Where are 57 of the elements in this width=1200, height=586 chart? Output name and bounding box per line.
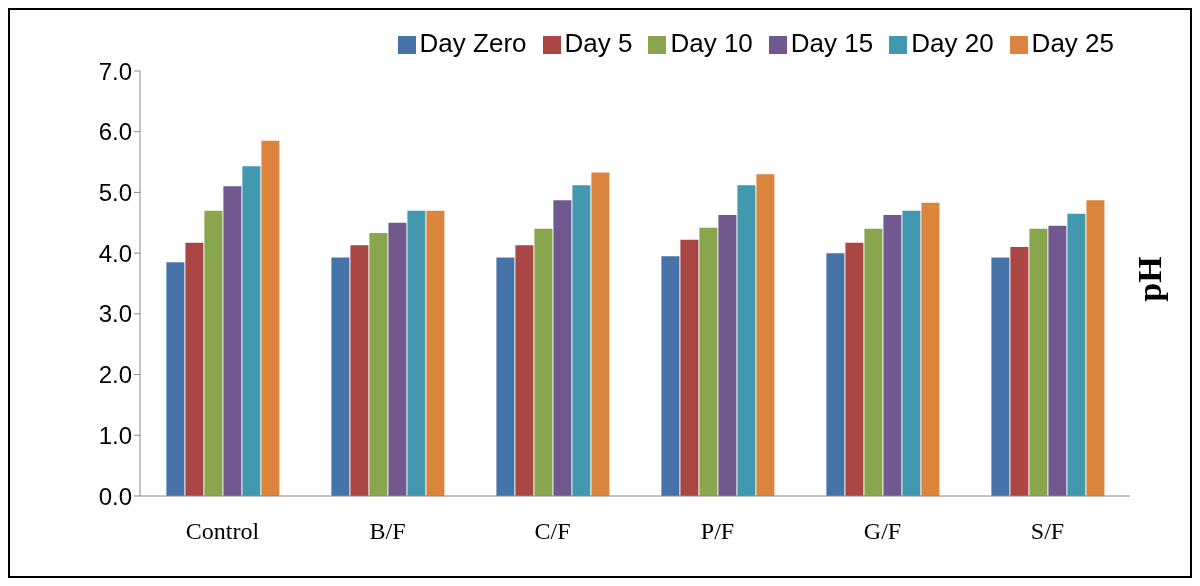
bar: [388, 222, 407, 496]
legend-label: Day 20: [911, 28, 994, 58]
legend-label: Day 25: [1031, 28, 1114, 58]
bar: [534, 228, 553, 496]
legend-label: Day 5: [564, 28, 633, 58]
y-tick-label: 4.0: [98, 239, 132, 267]
bar: [826, 253, 845, 496]
x-tick-label: S/F: [1030, 518, 1065, 545]
bar: [921, 202, 940, 496]
bar: [515, 245, 534, 496]
bar: [496, 257, 515, 496]
bar: [756, 174, 775, 496]
bar: [223, 186, 242, 496]
x-tick-label: P/F: [700, 518, 735, 545]
bar: [1086, 200, 1105, 496]
bar: [591, 172, 610, 496]
legend-label: Day 15: [790, 28, 874, 58]
y-tick-label: 3.0: [98, 300, 132, 328]
x-tick-label: G/F: [863, 518, 902, 545]
x-tick-label: Control: [185, 518, 260, 545]
bar: [350, 245, 369, 496]
bar: [426, 210, 445, 496]
bar: [737, 185, 756, 496]
bar: [572, 185, 591, 496]
x-tick-label: C/F: [534, 518, 571, 545]
bar: [1048, 225, 1067, 496]
x-tick-label: B/F: [369, 518, 406, 545]
bar: [680, 239, 699, 496]
legend-label: Day 10: [670, 28, 753, 58]
legend-label: Day Zero: [419, 28, 527, 58]
bar: [407, 210, 426, 496]
bar: [1029, 228, 1048, 496]
y-tick-label: 0.0: [98, 482, 132, 510]
bar: [1010, 247, 1029, 496]
y-tick-label: 7.0: [98, 57, 132, 85]
bar: [902, 210, 921, 496]
bar: [185, 242, 204, 496]
bar: [242, 166, 261, 496]
bar: [166, 262, 185, 496]
bar: [883, 214, 902, 496]
bar: [845, 242, 864, 496]
bar: [369, 233, 388, 496]
y-tick-label: 5.0: [98, 178, 132, 206]
bar: [718, 214, 737, 496]
y-tick-label: 1.0: [98, 421, 132, 449]
bar: [864, 228, 883, 496]
bar: [261, 140, 280, 496]
bar: [991, 257, 1010, 496]
bar: [699, 227, 718, 496]
y-tick-label: 6.0: [98, 118, 132, 146]
bar: [661, 256, 680, 496]
y-axis-title: pH: [1130, 256, 1169, 302]
bar: [204, 210, 223, 496]
bar: [553, 200, 572, 496]
bar: [331, 257, 350, 496]
y-tick-label: 2.0: [98, 361, 132, 389]
bar: [1067, 213, 1086, 496]
